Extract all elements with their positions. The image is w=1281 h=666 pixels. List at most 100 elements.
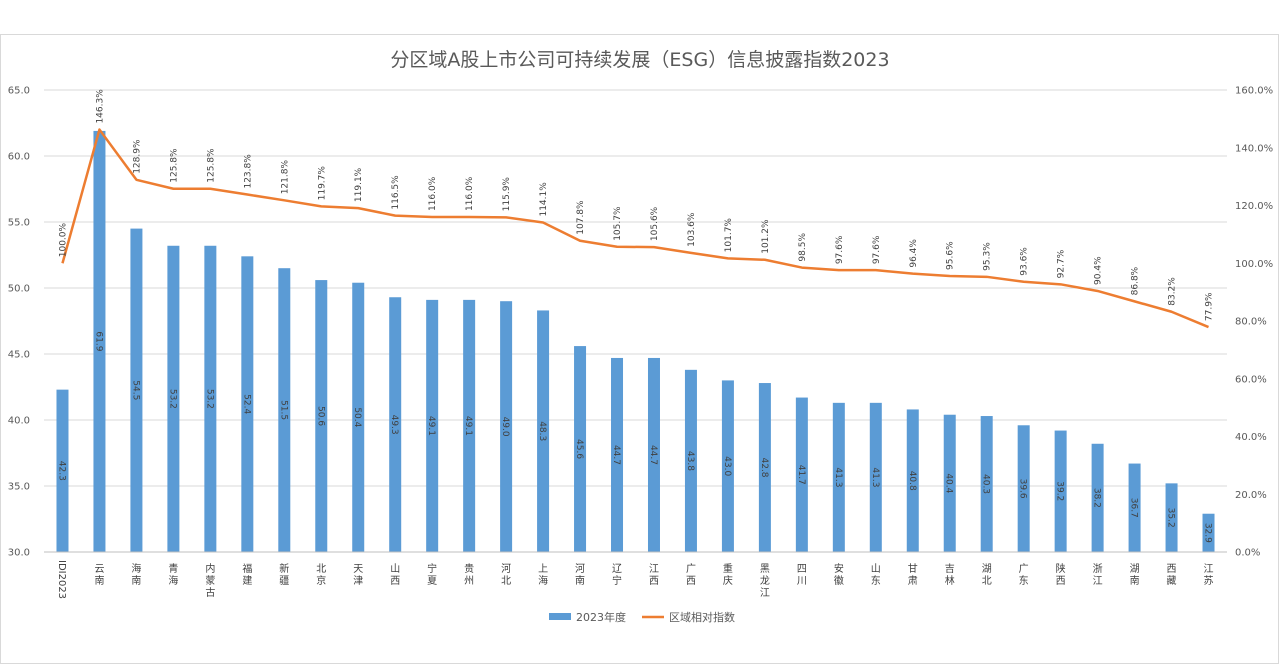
bar (611, 357, 624, 552)
bar-data-label: 53.2 (167, 389, 177, 409)
category-label: 四川 (797, 564, 807, 587)
category-label: 山西 (390, 563, 400, 587)
line-data-label: 90.4% (1094, 256, 1104, 285)
category-label: 山东 (871, 563, 881, 587)
bar (647, 357, 660, 552)
line-data-label: 83.2% (1168, 277, 1178, 306)
category-label: 西藏 (1167, 564, 1177, 587)
category-label: 辽宁 (612, 563, 622, 587)
bar-data-label: 49.3 (389, 415, 399, 435)
bar-data-label: 35.2 (1166, 508, 1176, 528)
bar (795, 397, 808, 552)
bar-data-labels: 42.3 61.9 54.5 53.2 53.2 52.4 51.5 50.6 50.4 49.3… (56, 331, 1212, 543)
bar (278, 268, 291, 552)
left-tick-label: 50.0 (8, 284, 30, 295)
bar-data-label: 40.4 (944, 473, 954, 493)
bar-data-label: 54.5 (130, 380, 140, 400)
left-tick-label: 55.0 (8, 218, 30, 229)
chart-frame (0, 34, 1279, 664)
right-tick-label: 0.0% (1235, 548, 1260, 559)
bar-data-label: 61.9 (93, 331, 103, 351)
category-label: 安徽 (834, 562, 844, 587)
line-data-label: 100.0% (58, 222, 68, 257)
line-data-label: 77.9% (1205, 292, 1215, 321)
line-data-labels: 100.0% 146.3% 128.9% 125.8% 125.8% 123.8% 121.… (58, 89, 1214, 321)
right-tick-label: 20.0% (1235, 490, 1267, 501)
category-label: 湖南 (1130, 563, 1140, 587)
gridlines (44, 89, 1227, 553)
bar-data-label: 40.8 (907, 471, 917, 491)
bar-data-label: 53.2 (204, 389, 214, 409)
category-label: 广西 (686, 563, 696, 587)
line-data-label: 97.6% (872, 235, 882, 264)
bar (352, 282, 365, 552)
category-label: 吉林 (945, 563, 955, 587)
category-label: 广东 (1019, 563, 1029, 587)
category-label: 河北 (501, 563, 511, 587)
line-data-label: 105.6% (650, 206, 660, 241)
bar-data-label: 42.8 (759, 457, 769, 477)
category-label: 江苏 (1204, 563, 1214, 587)
category-label: 海南 (131, 562, 141, 587)
bar-data-label: 40.3 (981, 474, 991, 494)
bar (758, 383, 771, 552)
category-label: 贵州 (464, 562, 474, 587)
line-data-label: 96.4% (909, 239, 919, 268)
bar (389, 297, 402, 552)
line-data-label: 119.1% (354, 167, 364, 202)
line-data-label: 125.8% (169, 148, 179, 183)
line-data-label: 123.8% (243, 154, 253, 189)
bar (980, 416, 993, 552)
bar (1017, 425, 1030, 552)
line-data-label: 103.6% (687, 212, 697, 247)
category-label: 福建 (242, 562, 252, 587)
line-data-label: 114.1% (539, 182, 549, 217)
bar-data-label: 49.1 (463, 416, 473, 436)
legend-bar-label: 2023年度 (576, 610, 626, 624)
bar-data-label: 41.7 (796, 465, 806, 485)
line-data-label: 98.5% (798, 233, 808, 262)
left-tick-label: 35.0 (8, 482, 30, 493)
x-axis: IDI2023 云南 海南 青海 内蒙古 福建 新疆 北京 天津 山西 宁夏 贵州 河北 上海 河南 辽宁 江西… (44, 551, 1227, 599)
line-data-label: 115.9% (502, 177, 512, 212)
right-tick-label: 40.0% (1235, 432, 1267, 443)
legend-bar-swatch (549, 613, 571, 620)
left-tick-label: 40.0 (8, 416, 30, 427)
line-data-label: 101.2% (761, 219, 771, 254)
bar (463, 299, 476, 552)
bar-data-label: 43.8 (685, 451, 695, 471)
bar (1091, 443, 1104, 552)
bar-data-label: 36.7 (1129, 498, 1139, 518)
bar (684, 369, 697, 552)
line-data-label: 97.6% (835, 235, 845, 264)
bar-data-label: 32.9 (1203, 523, 1213, 543)
category-label: 宁夏 (427, 562, 437, 587)
bar-data-label: 39.6 (1018, 479, 1028, 499)
bar (721, 380, 734, 552)
category-label: 云南 (94, 564, 104, 587)
category-label: 内蒙古 (205, 562, 215, 599)
bar (1054, 430, 1067, 552)
category-label: 浙江 (1093, 563, 1103, 587)
bar (537, 310, 550, 552)
bar (167, 245, 180, 552)
bar-data-label: 49.1 (426, 416, 436, 436)
right-tick-label: 140.0% (1235, 143, 1273, 154)
category-label: 河南 (575, 563, 585, 587)
bar-data-label: 45.6 (574, 439, 584, 459)
bar-data-label: 48.3 (537, 421, 547, 441)
category-label: 北京 (316, 563, 326, 587)
bar-data-label: 51.5 (278, 400, 288, 420)
line-path (61, 128, 1209, 329)
right-tick-label: 120.0% (1235, 201, 1273, 212)
line-data-label: 101.7% (724, 218, 734, 253)
left-tick-label: 60.0 (8, 152, 30, 163)
bar (943, 414, 956, 552)
line-data-label: 116.0% (465, 176, 475, 211)
bar (130, 228, 143, 552)
bar-data-label: 41.3 (833, 467, 843, 487)
right-tick-label: 80.0% (1235, 317, 1267, 328)
bar (426, 299, 439, 552)
